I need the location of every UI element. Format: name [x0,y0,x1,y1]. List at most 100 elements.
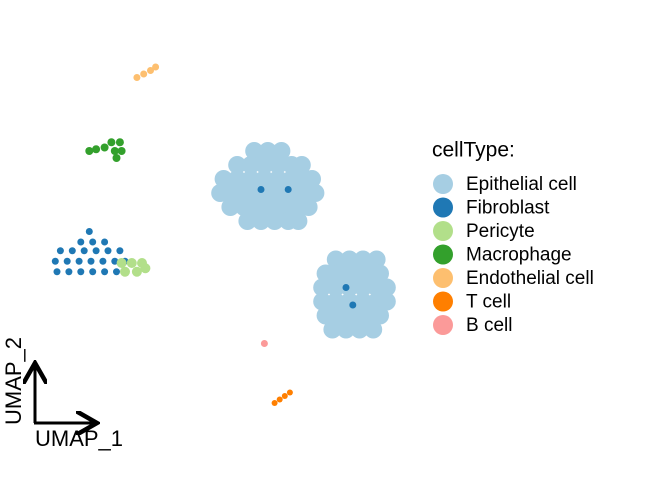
legend-key [433,174,453,194]
point [265,212,284,230]
point [326,278,345,297]
point [126,258,137,268]
point [107,138,116,147]
point [364,320,383,339]
point [371,306,389,325]
legend-label: T cell [466,292,511,313]
point [326,292,345,311]
y-axis-label: UMAP_2 [1,337,26,425]
point [316,264,335,283]
point [275,198,294,216]
point [214,170,233,188]
point [257,186,265,193]
legend-label: B cell [466,315,512,336]
point [63,257,71,265]
point [140,263,151,274]
point [238,184,257,202]
point [131,266,142,277]
point [276,396,283,403]
point [354,278,372,297]
point [75,257,83,265]
point [99,257,107,265]
point [221,198,240,216]
point [371,264,389,283]
point [367,250,386,269]
point [112,154,121,162]
legend-key [433,244,453,265]
point [313,278,332,297]
point [101,268,109,276]
point [85,228,93,235]
point [77,268,85,276]
point [377,292,396,311]
point [349,301,357,309]
point [284,186,292,193]
point [53,268,61,276]
point [377,278,396,297]
point [68,247,76,255]
point [115,138,124,147]
point [101,238,109,246]
point [299,198,318,216]
point [340,250,359,269]
point [292,184,311,202]
legend-label: Pericyte [466,221,535,242]
point [241,156,260,174]
point [265,184,284,202]
point [343,264,362,283]
point [117,147,126,155]
point [228,156,247,174]
x-axis-label: UMAP_1 [35,426,123,451]
point [89,238,97,246]
point [354,292,372,311]
point [330,264,349,283]
point [262,198,281,216]
point [269,156,287,174]
point [357,306,376,325]
point [248,198,267,216]
point [252,212,270,230]
point [326,250,345,269]
point [343,306,362,325]
point [342,284,350,291]
point [110,147,119,155]
point [92,145,101,154]
point [152,63,160,71]
legend-label: Endothelial cell [466,268,594,289]
point [224,184,243,202]
point [303,170,321,188]
point [286,389,293,396]
point [92,247,100,255]
point [354,250,372,269]
point [235,198,253,216]
legend-title: cellType: [432,139,515,162]
point [272,142,291,160]
point [147,67,154,74]
point [120,266,130,277]
point [80,247,88,255]
legend-key [433,197,453,218]
points [51,63,396,406]
point [104,247,112,255]
point [282,170,301,188]
point [306,184,325,202]
legend-label: Fibroblast [466,198,550,219]
point [77,238,85,246]
point [357,264,376,283]
point [258,142,277,160]
point [89,268,97,276]
legend-label: Epithelial cell [466,174,577,195]
point [292,156,311,174]
point [255,156,274,174]
point [87,257,95,265]
point [85,147,94,155]
point [269,170,287,188]
point [238,212,257,230]
point [211,184,230,202]
point [100,143,109,152]
point [113,268,120,276]
point [111,257,119,265]
legend-key [433,315,453,335]
